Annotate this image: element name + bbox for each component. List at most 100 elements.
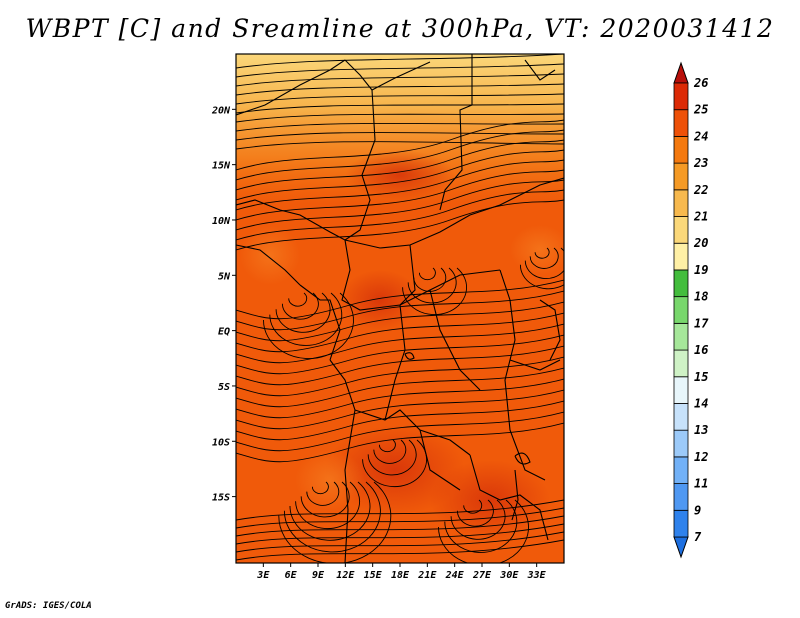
streamline: [236, 169, 564, 221]
colorbar-swatch: [673, 109, 689, 137]
colorbar-label: 9: [694, 503, 701, 517]
streamline: [278, 481, 392, 563]
streamline: [269, 292, 343, 346]
streamline: [236, 159, 564, 211]
streamline: [236, 507, 564, 529]
lat-tick-label: 5S: [218, 382, 230, 393]
streamlines: [236, 54, 564, 563]
colorbar-swatch: [673, 296, 689, 324]
streamline: [236, 83, 564, 96]
streamline: [236, 422, 564, 463]
streamline: [236, 113, 564, 123]
lon-tick-label: 6E: [285, 570, 298, 581]
lat-axis: 20N 15N 10N 5N EQ 5S 10S 15S: [211, 105, 236, 504]
colorbar-label: 21: [693, 210, 708, 224]
lon-tick-label: 33E: [527, 570, 547, 581]
lat-tick-label: 15S: [212, 493, 230, 504]
streamline: [236, 389, 564, 430]
colorbar-label: 14: [694, 396, 708, 410]
colorbar-swatch: [673, 269, 689, 298]
colorbar-label: 12: [694, 450, 708, 464]
streamline: [236, 54, 564, 69]
lon-axis: 3E 6E 9E 12E 15E 18E 21E 24E 27E 30E 33E: [256, 563, 547, 581]
colorbar-swatch: [673, 429, 689, 458]
streamline: [236, 523, 564, 545]
country-borders: [236, 54, 564, 563]
colorbar-label: 16: [694, 343, 708, 357]
streamline: [236, 63, 564, 78]
lat-tick-label: EQ: [218, 327, 230, 338]
streamline: [236, 539, 564, 561]
streamline: [283, 481, 381, 553]
lon-tick-label: 30E: [499, 570, 519, 581]
streamline: [236, 499, 564, 521]
colorbar-swatch: [673, 322, 689, 351]
lon-tick-label: 15E: [364, 570, 383, 581]
streamline: [367, 439, 417, 476]
streamline: [263, 292, 354, 360]
streamline: [373, 439, 407, 464]
streamline: [275, 292, 331, 333]
colorbar-label: 19: [694, 263, 708, 277]
colorbar-top-arrow: [673, 61, 689, 84]
streamline: [300, 481, 350, 518]
colorbar: 7 9 11 12 13 14 15 16 17 18 19 20 21 22 23 24 25 26: [673, 61, 709, 559]
grads-credit: GrADS: IGES/COLA: [5, 601, 92, 611]
shade-warm-2: [510, 225, 564, 275]
streamline: [236, 323, 564, 364]
colorbar-swatch: [673, 456, 689, 484]
streamline: [534, 247, 550, 259]
streamline: [236, 93, 564, 105]
streamline: [236, 103, 564, 114]
streamline: [463, 499, 483, 514]
colorbar-swatch: [673, 242, 689, 271]
colorbar-swatch: [673, 349, 689, 378]
colorbar-swatch: [673, 136, 689, 164]
streamline: [306, 481, 340, 506]
streamline: [236, 400, 564, 441]
streamline: [236, 290, 564, 331]
colorbar-swatch: [673, 162, 689, 191]
streamline: [236, 301, 564, 342]
streamline: [524, 247, 564, 280]
colorbar-swatch: [673, 509, 689, 538]
streamline: [281, 292, 319, 320]
lon-tick-label: 18E: [391, 570, 410, 581]
shade-hot-3: [345, 150, 455, 200]
lat-tick-label: 5N: [218, 271, 231, 282]
streamline: [236, 531, 564, 553]
streamline: [236, 515, 564, 537]
chart-title: WBPT [C] and Sreamline at 300hPa, VT: 20…: [25, 14, 775, 43]
colorbar-label: 15: [694, 370, 708, 384]
colorbar-label: 26: [693, 76, 708, 90]
streamline: [236, 312, 564, 353]
lat-tick-label: 15N: [212, 161, 231, 172]
colorbar-label: 20: [693, 236, 708, 250]
colorbar-swatch: [673, 403, 689, 431]
streamline: [236, 73, 564, 87]
shade-hot-2: [430, 460, 550, 540]
colorbar-swatch: [673, 376, 689, 404]
colorbar-label: 24: [693, 129, 708, 143]
colorbar-swatch: [673, 82, 689, 111]
streamline: [236, 411, 564, 452]
streamline: [236, 119, 564, 171]
streamline: [236, 345, 564, 386]
colorbar-swatch: [673, 216, 689, 244]
streamline: [236, 149, 564, 201]
streamline: [236, 199, 564, 251]
colorbar-label: 11: [694, 477, 708, 491]
lon-tick-label: 27E: [472, 570, 492, 581]
colorbar-label: 18: [694, 290, 708, 304]
colorbar-swatch: [673, 189, 689, 217]
streamline: [288, 292, 308, 307]
lon-tick-label: 24E: [445, 570, 465, 581]
streamline: [456, 499, 494, 527]
streamline: [529, 247, 559, 269]
streamline: [519, 264, 564, 290]
streamline: [378, 439, 396, 453]
colorbar-label: 17: [694, 316, 709, 330]
colorbar-label: 23: [693, 156, 708, 170]
lon-tick-label: 3E: [256, 570, 270, 581]
